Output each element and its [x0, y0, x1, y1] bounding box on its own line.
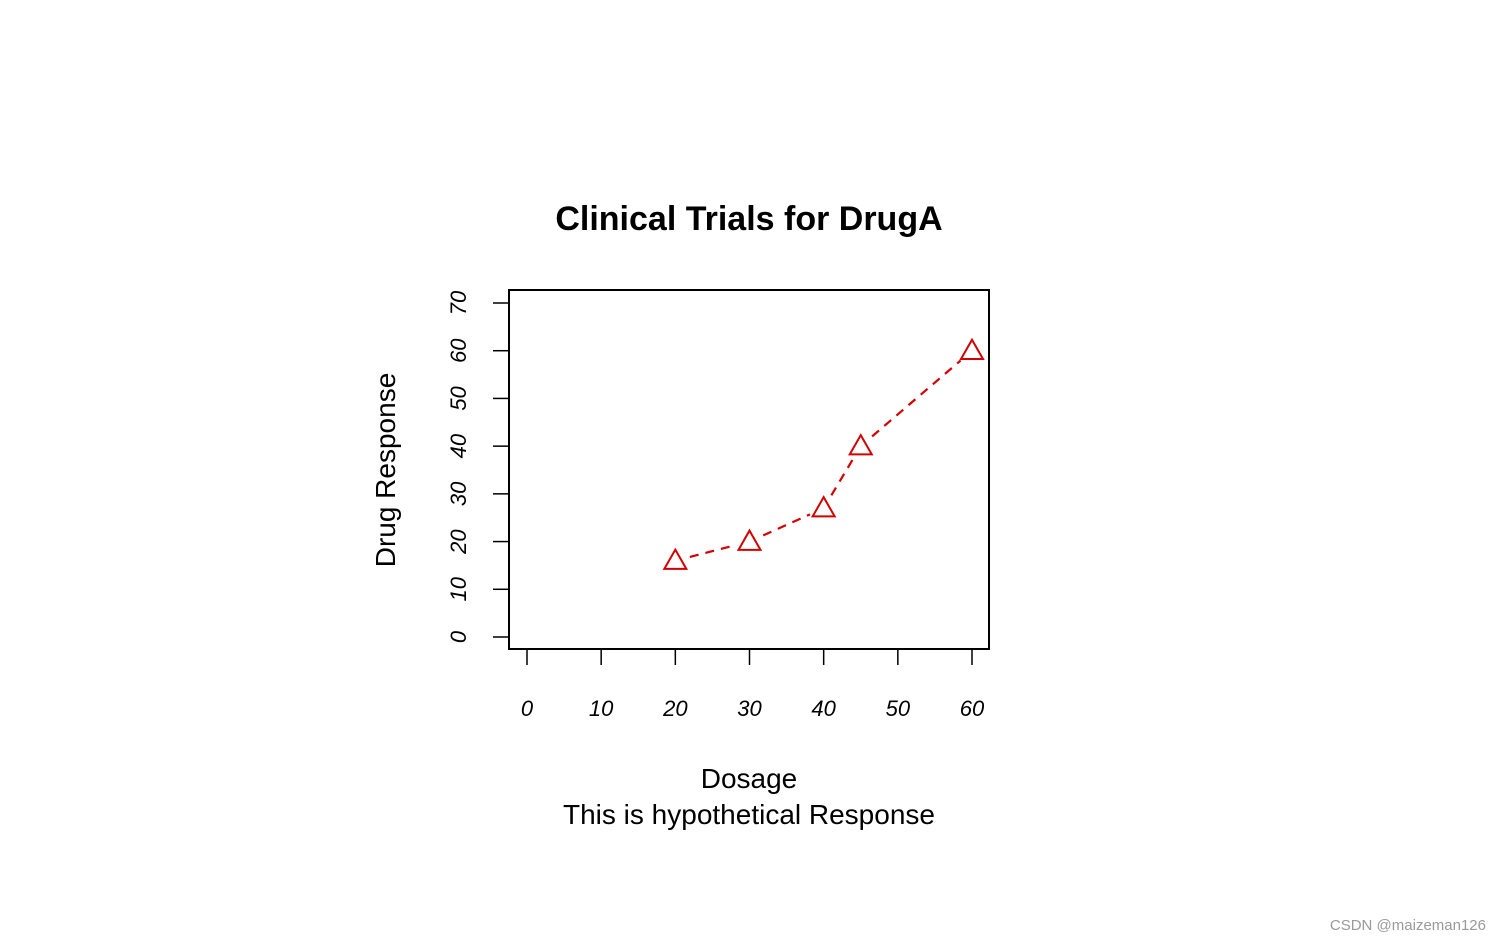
x-tick-label: 40 — [811, 696, 836, 721]
x-axis-label: Dosage — [701, 763, 798, 794]
series-layer — [662, 337, 985, 570]
x-tick-label: 60 — [960, 696, 985, 721]
y-tick-label: 20 — [446, 529, 471, 555]
series-segment — [689, 544, 736, 558]
data-point-marker — [736, 528, 763, 551]
series-segment — [830, 458, 854, 496]
series-segment — [871, 359, 962, 438]
y-axis: 0 10 20 30 40 50 60 70 — [446, 290, 509, 643]
plot-frame — [508, 289, 990, 650]
y-tick-label: 70 — [446, 290, 471, 315]
series-segment — [762, 513, 811, 537]
x-tick-label: 50 — [886, 696, 911, 721]
y-tick-label: 60 — [446, 338, 471, 363]
y-axis-label: Drug Response — [370, 373, 401, 568]
x-tick-label: 10 — [589, 696, 614, 721]
y-tick-label: 10 — [446, 576, 471, 601]
x-tick-label: 30 — [737, 696, 762, 721]
x-tick-label: 0 — [521, 696, 534, 721]
y-tick-label: 40 — [446, 433, 471, 458]
chart-title: Clinical Trials for DrugA — [555, 200, 942, 238]
watermark: CSDN @maizeman126 — [1329, 917, 1486, 934]
data-point-marker — [959, 337, 985, 360]
y-tick-label: 30 — [446, 481, 471, 506]
data-point-marker — [810, 495, 837, 518]
data-point-marker — [848, 433, 874, 456]
y-tick-label: 50 — [446, 385, 471, 410]
y-tick-label: 0 — [446, 630, 471, 643]
x-tick-label: 20 — [662, 696, 688, 721]
data-point-marker — [662, 547, 689, 570]
chart-subtitle: This is hypothetical Response — [563, 799, 935, 830]
x-axis: 0 10 20 30 40 50 60 — [521, 649, 985, 721]
